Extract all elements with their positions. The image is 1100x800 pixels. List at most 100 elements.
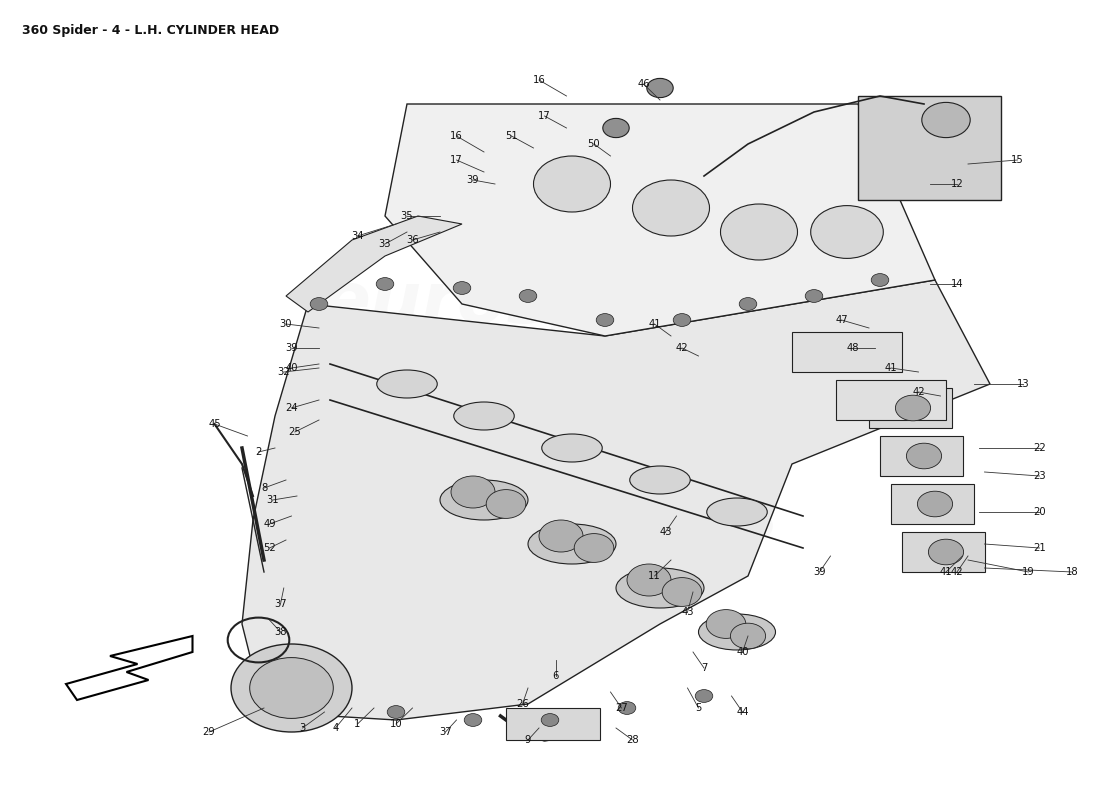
Circle shape bbox=[618, 702, 636, 714]
Text: 52: 52 bbox=[263, 543, 276, 553]
Circle shape bbox=[632, 180, 710, 236]
Circle shape bbox=[720, 204, 798, 260]
Circle shape bbox=[541, 714, 559, 726]
Text: eurospares: eurospares bbox=[321, 270, 779, 338]
Text: 35: 35 bbox=[400, 211, 414, 221]
Text: 18: 18 bbox=[1066, 567, 1079, 577]
Text: 43: 43 bbox=[681, 607, 694, 617]
Text: 7: 7 bbox=[701, 663, 707, 673]
Circle shape bbox=[647, 78, 673, 98]
Circle shape bbox=[453, 282, 471, 294]
Text: 4: 4 bbox=[332, 723, 339, 733]
Polygon shape bbox=[506, 708, 600, 740]
Circle shape bbox=[739, 298, 757, 310]
Polygon shape bbox=[836, 380, 946, 420]
Circle shape bbox=[871, 274, 889, 286]
Text: 39: 39 bbox=[813, 567, 826, 577]
Text: 30: 30 bbox=[279, 319, 293, 329]
Circle shape bbox=[451, 476, 495, 508]
Circle shape bbox=[376, 278, 394, 290]
Text: 15: 15 bbox=[1011, 155, 1024, 165]
Text: 360 Spider - 4 - L.H. CYLINDER HEAD: 360 Spider - 4 - L.H. CYLINDER HEAD bbox=[22, 24, 279, 37]
Text: 19: 19 bbox=[1022, 567, 1035, 577]
Text: 3: 3 bbox=[299, 723, 306, 733]
Text: 42: 42 bbox=[675, 343, 689, 353]
Text: 34: 34 bbox=[351, 231, 364, 241]
Ellipse shape bbox=[453, 402, 515, 430]
Text: 10: 10 bbox=[389, 719, 403, 729]
Ellipse shape bbox=[440, 480, 528, 520]
Text: 37: 37 bbox=[439, 727, 452, 737]
Circle shape bbox=[596, 314, 614, 326]
Text: 12: 12 bbox=[950, 179, 964, 189]
Text: 16: 16 bbox=[532, 75, 546, 85]
Circle shape bbox=[250, 658, 333, 718]
Text: 47: 47 bbox=[835, 315, 848, 325]
Text: 39: 39 bbox=[285, 343, 298, 353]
Text: 42: 42 bbox=[950, 567, 964, 577]
Circle shape bbox=[922, 102, 970, 138]
Text: 27: 27 bbox=[615, 703, 628, 713]
Text: 16: 16 bbox=[450, 131, 463, 141]
Circle shape bbox=[695, 690, 713, 702]
Text: 13: 13 bbox=[1016, 379, 1030, 389]
Circle shape bbox=[627, 564, 671, 596]
Circle shape bbox=[811, 206, 883, 258]
Circle shape bbox=[486, 490, 526, 518]
Text: 42: 42 bbox=[912, 387, 925, 397]
Text: 41: 41 bbox=[884, 363, 898, 373]
Polygon shape bbox=[880, 436, 962, 476]
Ellipse shape bbox=[698, 614, 776, 650]
Ellipse shape bbox=[616, 568, 704, 608]
Text: 25: 25 bbox=[288, 427, 301, 437]
Text: 39: 39 bbox=[466, 175, 480, 185]
Circle shape bbox=[917, 491, 953, 517]
Text: 5: 5 bbox=[695, 703, 702, 713]
Polygon shape bbox=[385, 104, 935, 336]
Polygon shape bbox=[858, 96, 1001, 200]
Circle shape bbox=[464, 714, 482, 726]
Polygon shape bbox=[286, 216, 462, 312]
Ellipse shape bbox=[376, 370, 438, 398]
Text: 38: 38 bbox=[274, 627, 287, 637]
Ellipse shape bbox=[541, 434, 603, 462]
Polygon shape bbox=[66, 636, 192, 700]
Text: 44: 44 bbox=[736, 707, 749, 717]
Circle shape bbox=[534, 156, 611, 212]
Text: 26: 26 bbox=[516, 699, 529, 709]
Circle shape bbox=[519, 290, 537, 302]
Circle shape bbox=[805, 290, 823, 302]
Circle shape bbox=[906, 443, 942, 469]
Text: 29: 29 bbox=[202, 727, 216, 737]
Text: 1: 1 bbox=[354, 719, 361, 729]
Circle shape bbox=[928, 539, 964, 565]
Text: 17: 17 bbox=[450, 155, 463, 165]
Text: 11: 11 bbox=[648, 571, 661, 581]
Circle shape bbox=[895, 395, 931, 421]
Text: 20: 20 bbox=[1033, 507, 1046, 517]
Text: 49: 49 bbox=[263, 519, 276, 529]
Text: 17: 17 bbox=[538, 111, 551, 121]
Text: 37: 37 bbox=[274, 599, 287, 609]
Text: 14: 14 bbox=[950, 279, 964, 289]
Circle shape bbox=[730, 623, 766, 649]
Text: 6: 6 bbox=[552, 671, 559, 681]
Circle shape bbox=[662, 578, 702, 606]
Ellipse shape bbox=[528, 524, 616, 564]
Ellipse shape bbox=[629, 466, 691, 494]
Polygon shape bbox=[891, 484, 974, 524]
Text: 21: 21 bbox=[1033, 543, 1046, 553]
Text: 2: 2 bbox=[255, 447, 262, 457]
Circle shape bbox=[231, 644, 352, 732]
Text: 48: 48 bbox=[846, 343, 859, 353]
Text: 40: 40 bbox=[736, 647, 749, 657]
Text: 28: 28 bbox=[626, 735, 639, 745]
Text: 50: 50 bbox=[587, 139, 601, 149]
Circle shape bbox=[673, 314, 691, 326]
Polygon shape bbox=[242, 280, 990, 720]
Text: 32: 32 bbox=[277, 367, 290, 377]
Text: 41: 41 bbox=[648, 319, 661, 329]
Text: 9: 9 bbox=[525, 735, 531, 745]
Text: 24: 24 bbox=[285, 403, 298, 413]
Circle shape bbox=[310, 298, 328, 310]
